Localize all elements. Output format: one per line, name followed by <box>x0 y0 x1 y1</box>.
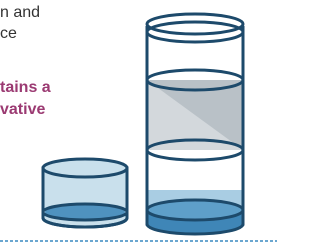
tall-cylinder <box>147 14 243 234</box>
illustration: n and ce tains a vative <box>0 0 277 248</box>
text-line: n and <box>0 4 40 21</box>
highlight-line: tains a <box>0 79 51 96</box>
small-cylinder <box>43 159 127 227</box>
text-line: ce <box>0 25 17 42</box>
highlight-line: vative <box>0 101 45 118</box>
